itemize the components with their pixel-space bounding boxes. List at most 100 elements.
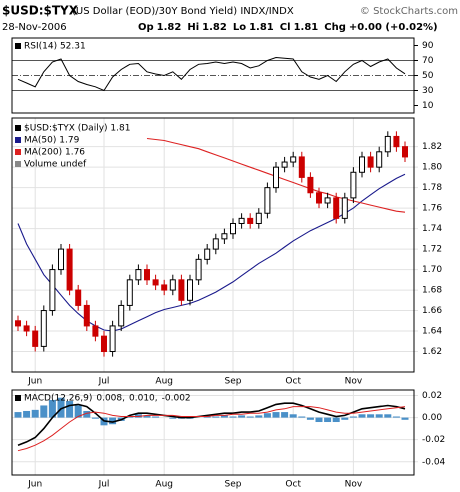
legend-label: $USD:$TYX (Daily) 1.81 — [24, 124, 130, 134]
candle-body — [126, 279, 133, 306]
histogram-bar — [23, 410, 31, 418]
x-tick-label: Oct — [285, 377, 301, 387]
quote-value: 1.81 — [294, 22, 319, 33]
x-tick-label: Aug — [155, 377, 173, 387]
histogram-bar — [324, 417, 332, 423]
legend-label: Volume undef — [24, 160, 87, 170]
panel-border — [11, 389, 415, 476]
candle-body — [393, 135, 400, 148]
x-tick-label: Jun — [27, 480, 42, 490]
y-tick-label: 50 — [422, 71, 434, 81]
candle-body — [161, 284, 168, 291]
histogram-bar — [109, 417, 117, 425]
candle-body — [350, 171, 357, 199]
line-series — [17, 406, 406, 452]
legend-label: 0.008, — [96, 394, 125, 404]
candle-body — [169, 279, 176, 291]
histogram-bar — [298, 416, 306, 418]
histogram-bar — [169, 417, 177, 419]
histogram-bar — [152, 416, 160, 418]
y-tick-label: 1.64 — [422, 327, 442, 337]
candle-body — [359, 156, 365, 173]
candle-body — [58, 248, 64, 271]
histogram-bar — [83, 410, 91, 418]
y-tick-label: 70 — [422, 56, 434, 66]
quote-label: Hi — [187, 22, 199, 33]
x-tick-label: Sep — [225, 480, 242, 490]
histogram-bar — [384, 414, 392, 418]
candle-body — [187, 279, 193, 301]
y-tick-label: -0.02 — [422, 435, 445, 445]
histogram-bar — [220, 415, 228, 418]
y-tick-label: 90 — [422, 41, 434, 51]
y-tick-label: 1.80 — [422, 163, 442, 173]
histogram-bar — [66, 401, 74, 418]
x-tick-label: Aug — [155, 480, 173, 490]
histogram-bar — [358, 414, 366, 418]
y-tick-label: 10 — [422, 101, 434, 111]
histogram-bar — [74, 405, 82, 418]
histogram-bar — [14, 412, 22, 418]
histogram-bar — [126, 416, 134, 418]
candle-body — [402, 146, 408, 158]
legend-label: -0.002 — [162, 394, 191, 404]
quote-value: 1.81 — [249, 22, 274, 33]
line-series — [17, 56, 406, 92]
y-tick-label: 1.70 — [422, 265, 442, 275]
candle-body — [281, 161, 288, 168]
candle-body — [135, 269, 142, 281]
candle-body — [316, 192, 322, 204]
legend-label: MA(50) 1.79 — [24, 136, 80, 146]
panel-border — [11, 37, 415, 114]
legend-swatch — [15, 43, 21, 49]
candle-body — [204, 248, 211, 260]
histogram-bar — [255, 415, 263, 418]
histogram-bar — [315, 417, 323, 423]
candle-body — [273, 166, 279, 189]
candle-body — [109, 325, 116, 353]
symbol: $USD:$TYX — [2, 4, 79, 18]
candle-body — [333, 197, 340, 219]
y-tick-label: 1.74 — [422, 224, 442, 234]
legend-swatch — [15, 125, 21, 131]
legend-swatch — [15, 161, 21, 167]
histogram-bar — [246, 416, 254, 418]
candle-body — [92, 325, 99, 337]
y-tick-label: -0.04 — [422, 457, 446, 467]
x-tick-label: Sep — [225, 377, 242, 387]
histogram-bar — [134, 414, 142, 418]
legend-label: MA(200) 1.76 — [24, 148, 85, 158]
copyright: © StockCharts.com — [360, 6, 458, 17]
candle-body — [324, 197, 331, 204]
quote-label: Op — [138, 22, 154, 33]
y-tick-label: 1.66 — [422, 306, 442, 316]
y-tick-label: 0.02 — [422, 391, 442, 401]
candle-body — [212, 238, 219, 250]
y-tick-label: 30 — [422, 86, 434, 96]
histogram-bar — [212, 416, 220, 418]
candle-body — [376, 151, 383, 168]
y-tick-label: 1.68 — [422, 286, 442, 296]
candle-body — [367, 156, 374, 168]
candle-body — [40, 310, 47, 347]
histogram-bar — [272, 412, 280, 418]
quote-value: 1.82 — [157, 22, 182, 33]
x-tick-label: Nov — [345, 377, 363, 387]
candle-body — [144, 269, 150, 281]
candle-body — [178, 279, 185, 301]
histogram-bar — [289, 414, 297, 418]
quote-value: +0.00 (+0.02%) — [349, 22, 438, 33]
candle-body — [221, 233, 228, 240]
candle-body — [15, 320, 21, 327]
candle-body — [49, 269, 56, 312]
y-tick-label: 1.62 — [422, 347, 442, 357]
line-series — [17, 402, 406, 446]
histogram-bar — [281, 412, 289, 418]
histogram-bar — [229, 416, 237, 418]
histogram-bar — [306, 417, 314, 420]
legend-label: 0.010, — [129, 394, 158, 404]
histogram-bar — [203, 416, 211, 418]
candle-body — [298, 156, 305, 178]
legend-swatch — [15, 137, 21, 143]
